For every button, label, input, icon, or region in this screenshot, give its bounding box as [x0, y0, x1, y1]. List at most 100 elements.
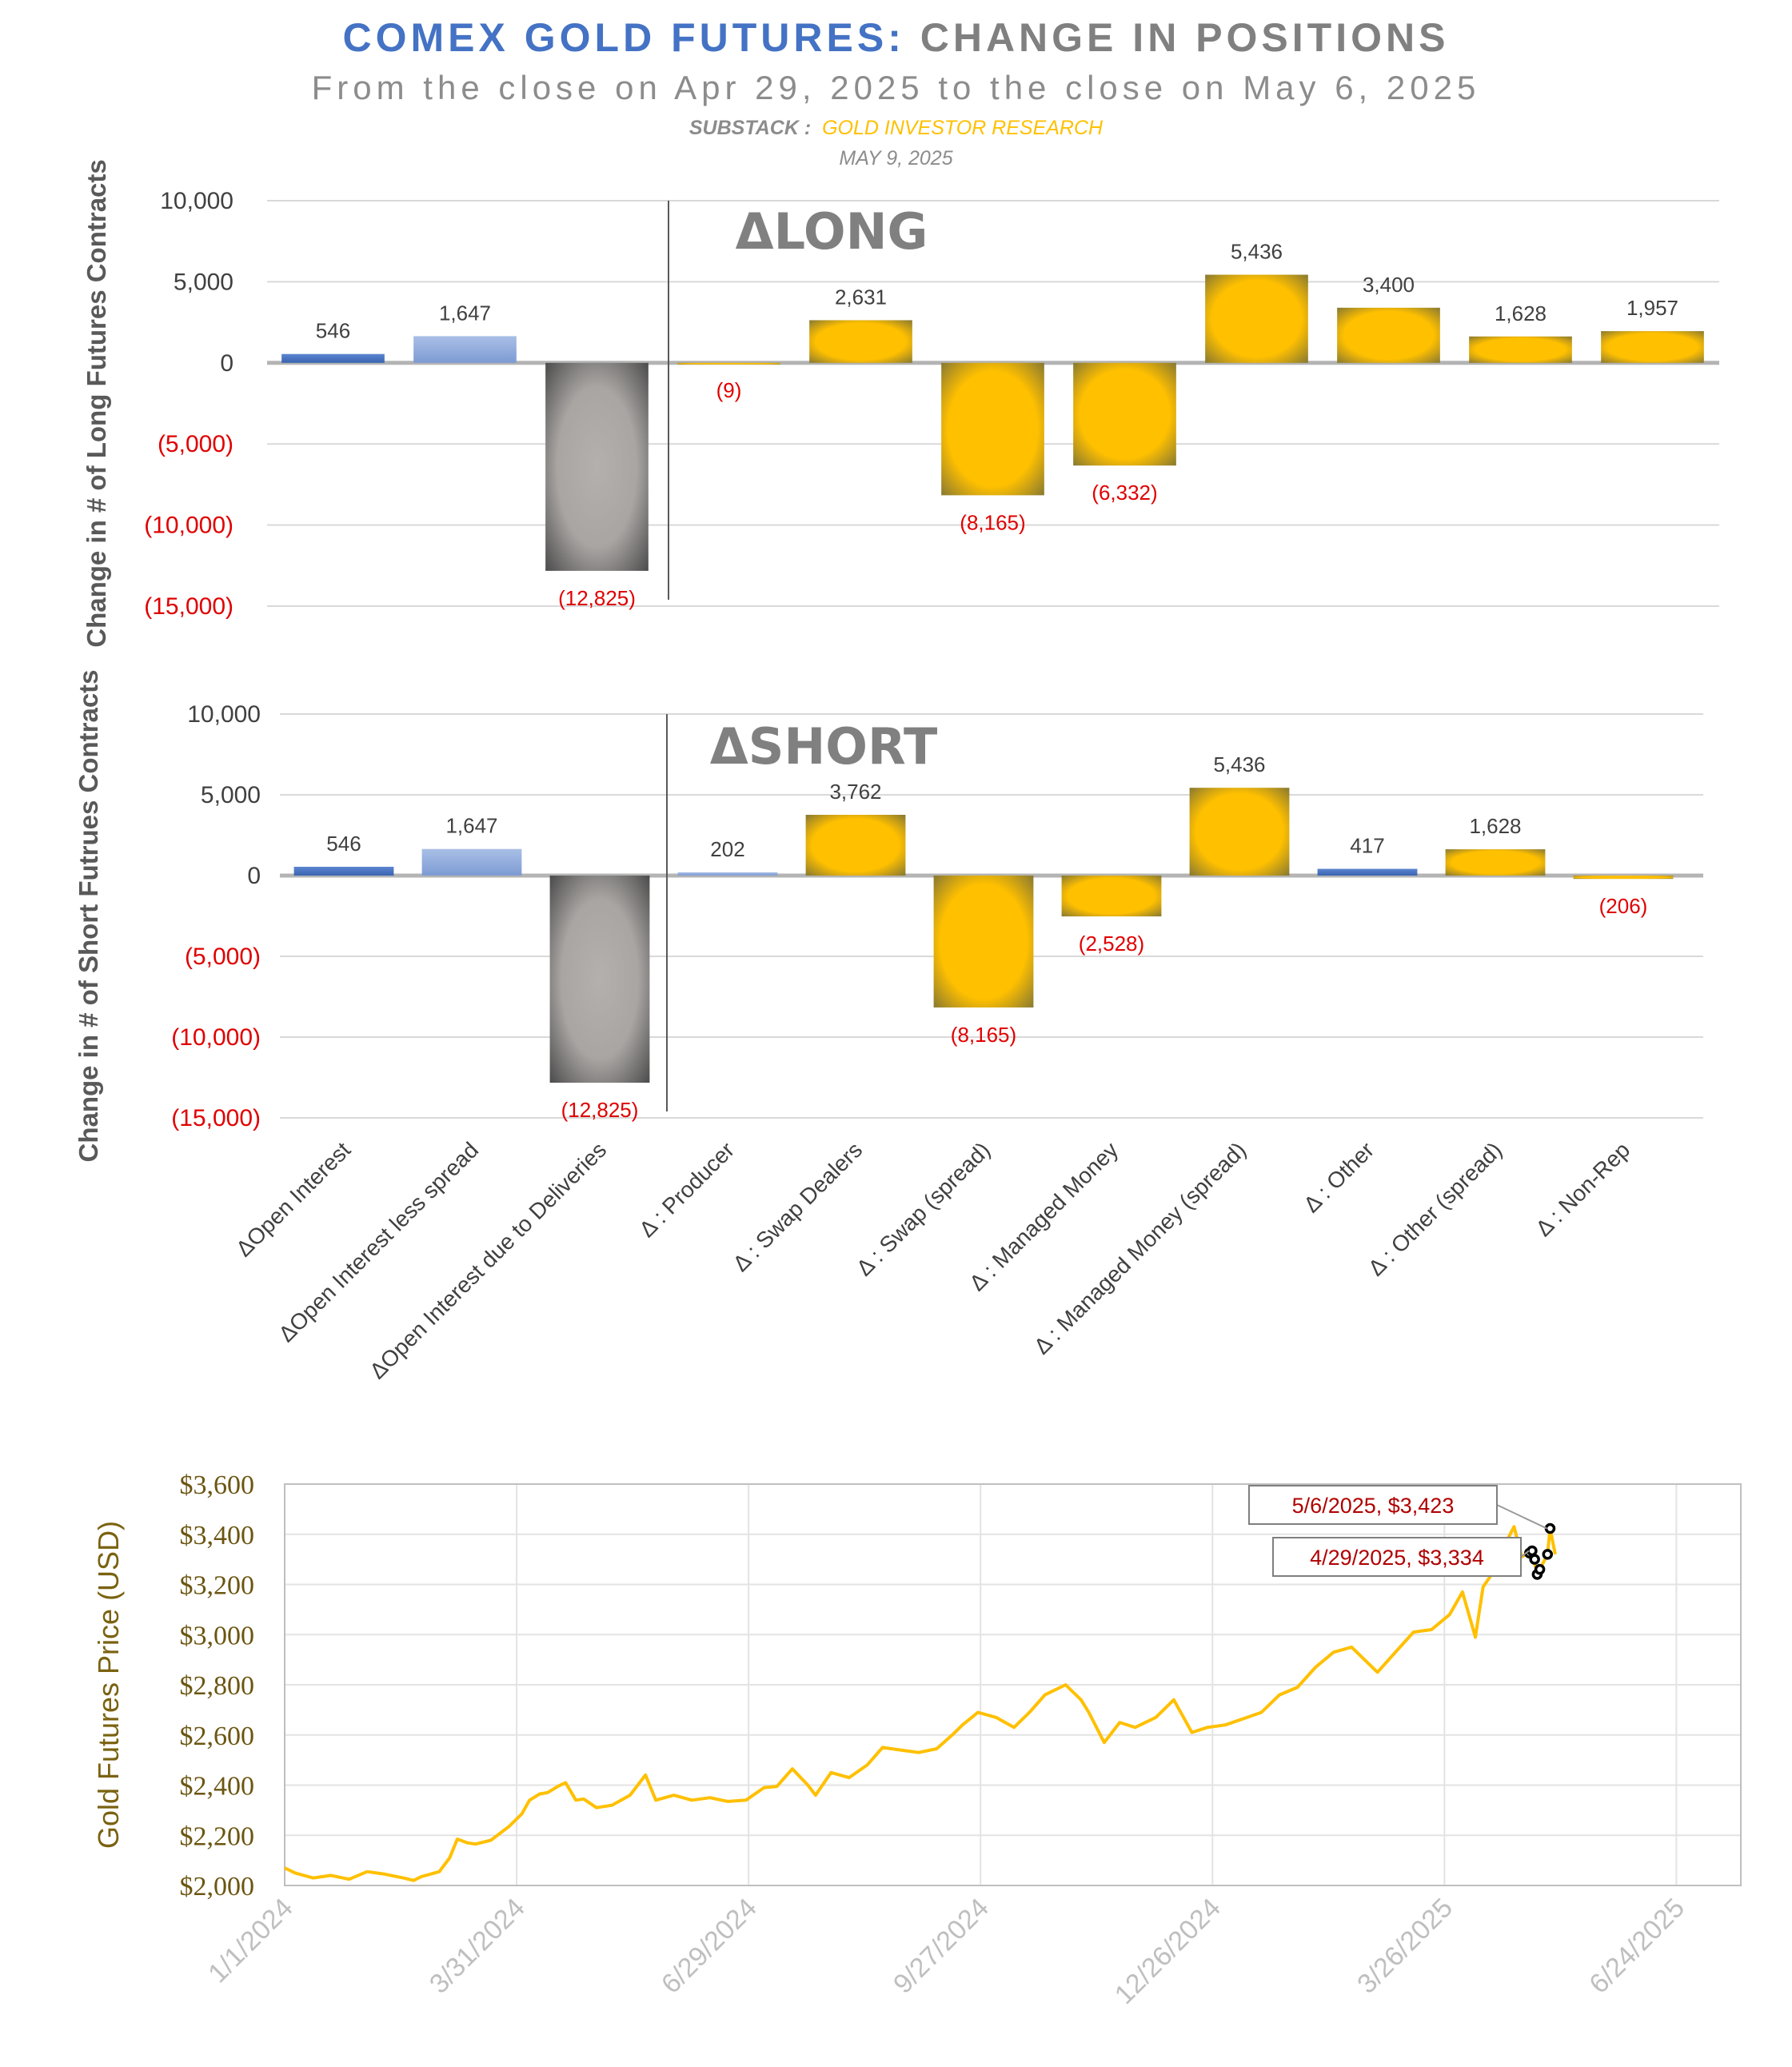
- data-label: 417: [1350, 834, 1384, 858]
- bar: [809, 320, 912, 363]
- price-x-tick: 12/26/2024: [1109, 1893, 1227, 2010]
- price-marker: [1534, 1563, 1546, 1575]
- callout-leader: [1520, 1550, 1530, 1558]
- price-x-tick: 9/27/2024: [888, 1893, 995, 2000]
- bar: [1317, 868, 1418, 876]
- category-label: Δ : Swap Dealers: [728, 1137, 867, 1276]
- price-y-axis-title: Gold Futures Price (USD): [92, 1521, 125, 1849]
- y-tick-label: 5,000: [201, 782, 261, 808]
- bar: [545, 362, 649, 571]
- bar: [293, 866, 394, 876]
- bar: [1445, 849, 1546, 876]
- data-label: 1,957: [1626, 296, 1678, 320]
- data-label: 1,647: [445, 814, 497, 838]
- category-label: Δ : Producer: [634, 1137, 739, 1242]
- bar: [549, 876, 650, 1083]
- price-marker: [1544, 1522, 1556, 1534]
- y-tick-label: 5,000: [174, 269, 233, 295]
- data-label: 546: [326, 832, 361, 856]
- bar: [1061, 876, 1162, 917]
- data-label: 1,647: [439, 301, 491, 325]
- bar: [1573, 876, 1674, 880]
- bar: [805, 815, 906, 876]
- long-positions-chart: 10,000 5,000 0 (5,000) (10,000) (15,000) 546 1,…: [82, 159, 1719, 648]
- panel-title: ΔSHORT: [710, 717, 937, 776]
- callout-label: 5/6/2025, $3,423: [1292, 1494, 1455, 1518]
- price-x-tick: 3/26/2025: [1351, 1893, 1459, 2000]
- price-y-tick: $3,000: [180, 1621, 255, 1650]
- price-y-tick: $2,600: [180, 1722, 255, 1751]
- category-label: Δ : Non-Rep: [1531, 1137, 1634, 1241]
- y-tick-label: (15,000): [171, 1105, 261, 1131]
- title-part-2: CHANGE IN POSITIONS: [904, 15, 1450, 60]
- category-label: Δ : Other (spread): [1363, 1137, 1507, 1280]
- bar: [941, 362, 1044, 496]
- chart-subtitle: From the close on Apr 29, 2025 to the cl…: [311, 69, 1481, 106]
- callout-leader: [1496, 1504, 1547, 1530]
- bar: [1337, 307, 1440, 363]
- price-plot-frame: [284, 1483, 1742, 1886]
- price-marker: [1542, 1549, 1554, 1560]
- category-label: Δ : Swap (spread): [852, 1137, 995, 1280]
- callout-box: [1248, 1485, 1498, 1525]
- source-line: SUBSTACK : GOLD INVESTOR RESEARCH: [0, 117, 1792, 140]
- price-y-tick: $2,800: [180, 1671, 255, 1701]
- price-x-tick: 6/29/2024: [656, 1893, 763, 2000]
- price-y-tick: $3,600: [180, 1470, 255, 1500]
- data-label: 3,400: [1363, 273, 1415, 297]
- data-label: 202: [710, 837, 744, 861]
- data-label: (8,165): [960, 510, 1025, 534]
- bar: [1073, 362, 1176, 466]
- price-marker: [1529, 1554, 1540, 1565]
- price-line: [284, 1525, 1557, 1882]
- bar: [421, 848, 522, 876]
- data-label: (9): [716, 378, 742, 402]
- y-tick-label: 0: [220, 350, 233, 377]
- bar: [677, 362, 780, 365]
- chart-title: COMEX GOLD FUTURES: CHANGE IN POSITIONS: [0, 14, 1792, 61]
- publish-date: MAY 9, 2025: [839, 147, 953, 170]
- category-label: Δ : Managed Money (spread): [1029, 1137, 1251, 1359]
- y-tick-label: (15,000): [144, 593, 233, 620]
- bar: [1601, 331, 1704, 363]
- y-axis-title: Change in # of Short Futrues Contracts: [74, 669, 103, 1162]
- bar: [281, 353, 385, 363]
- y-tick-label: (10,000): [144, 513, 233, 539]
- category-label: ΔOpen Interest: [231, 1137, 355, 1261]
- data-label: (12,825): [561, 1098, 639, 1122]
- price-y-tick: $3,400: [180, 1521, 255, 1550]
- y-tick-label: (5,000): [158, 431, 233, 457]
- data-label: 1,628: [1495, 301, 1547, 325]
- y-tick-label: 10,000: [160, 188, 233, 214]
- y-tick-label: 10,000: [187, 701, 261, 728]
- bar: [1189, 788, 1290, 876]
- data-label: 1,628: [1469, 814, 1521, 838]
- price-x-tick: 1/1/2024: [202, 1893, 298, 1989]
- data-label: 5,436: [1213, 752, 1265, 776]
- bar: [933, 876, 1034, 1008]
- data-label: 2,631: [835, 285, 887, 309]
- title-part-1: COMEX GOLD FUTURES:: [342, 15, 905, 60]
- data-label: 3,762: [829, 780, 881, 804]
- bar: [677, 872, 778, 876]
- price-y-tick: $2,200: [180, 1822, 255, 1851]
- data-label: (8,165): [951, 1023, 1016, 1047]
- callout-label: 4/29/2025, $3,334: [1310, 1546, 1484, 1570]
- y-tick-label: (10,000): [171, 1024, 261, 1051]
- bar: [1205, 274, 1308, 363]
- category-label: Δ : Other: [1299, 1137, 1379, 1217]
- y-tick-label: 0: [247, 863, 261, 889]
- price-y-tick: $2,400: [180, 1772, 255, 1802]
- source-name: GOLD INVESTOR RESEARCH: [822, 117, 1104, 139]
- data-label: (12,825): [558, 586, 636, 610]
- source-label: SUBSTACK :: [688, 117, 812, 139]
- data-label: 5,436: [1231, 240, 1283, 264]
- bar: [413, 336, 517, 363]
- y-tick-label: (5,000): [185, 944, 261, 970]
- data-label: 546: [316, 319, 350, 343]
- bar: [1469, 336, 1572, 363]
- panel-title: ΔLONG: [736, 202, 928, 261]
- data-label: (2,528): [1079, 932, 1144, 956]
